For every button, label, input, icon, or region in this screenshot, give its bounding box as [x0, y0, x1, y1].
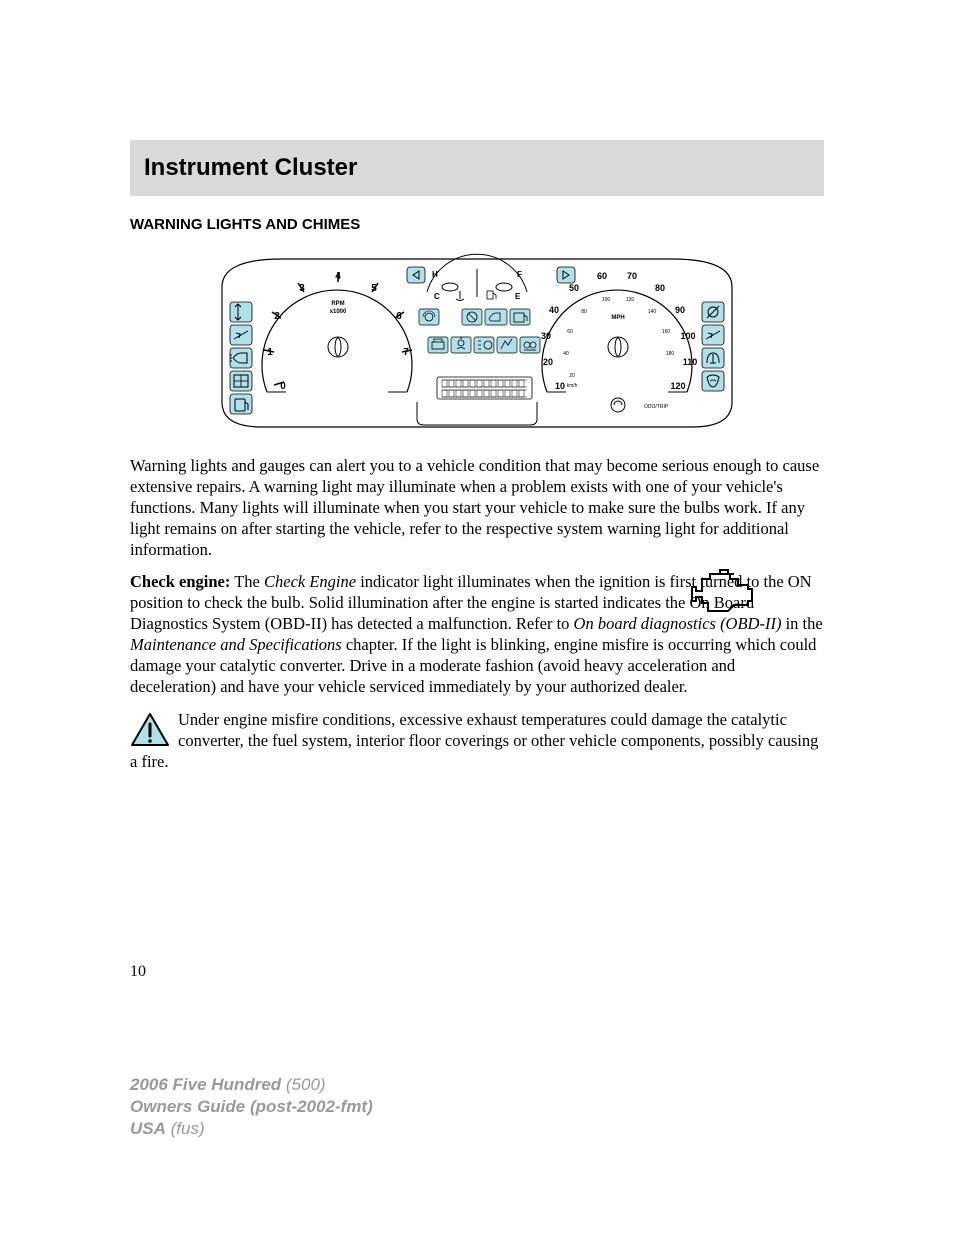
center-warning-row-1 [419, 309, 530, 325]
footer: 2006 Five Hundred (500) Owners Guide (po… [130, 1074, 373, 1140]
speedometer-gauge: 10 20 30 40 50 60 70 80 90 100 110 120 2… [541, 271, 697, 412]
warning-triangle-icon [130, 712, 170, 748]
check-engine-section: Check engine: The Check Engine indicator… [130, 571, 824, 698]
lcd-readout [437, 377, 532, 399]
svg-text:60: 60 [567, 329, 573, 335]
svg-text:7: 7 [403, 347, 409, 358]
svg-text:40: 40 [549, 305, 559, 315]
check-engine-lead: Check engine: [130, 572, 230, 591]
svg-text:50: 50 [569, 283, 579, 293]
svg-text:120: 120 [626, 297, 635, 303]
tachometer-gauge: 0 1 2 3 4 5 6 7 RPM x1000 [262, 271, 412, 392]
chapter-header-bar: Instrument Cluster [130, 140, 824, 196]
center-warning-row-2 [428, 337, 540, 353]
svg-text:180: 180 [666, 351, 675, 357]
fuel-temp-gauge: H C F E [427, 254, 527, 301]
svg-text:90: 90 [675, 305, 685, 315]
svg-text:MPH: MPH [611, 315, 624, 321]
warning-callout: Under engine misfire conditions, excessi… [130, 709, 824, 772]
svg-text:30: 30 [541, 331, 551, 341]
svg-text:160: 160 [662, 329, 671, 335]
right-indicator-column [702, 302, 724, 391]
svg-text:10: 10 [555, 381, 565, 391]
svg-text:E: E [515, 292, 521, 301]
svg-text:F: F [517, 270, 522, 279]
svg-text:80: 80 [655, 283, 665, 293]
svg-text:20: 20 [569, 373, 575, 379]
left-indicator-column [230, 302, 252, 414]
svg-text:1: 1 [267, 347, 273, 358]
section-heading: WARNING LIGHTS AND CHIMES [130, 216, 824, 233]
svg-text:20: 20 [543, 357, 553, 367]
svg-text:C: C [434, 292, 440, 301]
turn-signal-left-icon [407, 267, 425, 283]
svg-text:40: 40 [563, 351, 569, 357]
svg-text:60: 60 [597, 271, 607, 281]
warning-text: Under engine misfire conditions, excessi… [130, 710, 818, 771]
svg-text:110: 110 [683, 357, 698, 367]
svg-text:100: 100 [680, 331, 695, 341]
page-number: 10 [130, 963, 824, 981]
svg-text:70: 70 [627, 271, 637, 281]
svg-text:RPM: RPM [331, 301, 344, 307]
svg-text:H: H [432, 270, 438, 279]
svg-text:80: 80 [581, 309, 587, 315]
instrument-cluster-diagram: 0 1 2 3 4 5 6 7 RPM x1000 [212, 247, 742, 437]
svg-text:ODO/TRIP: ODO/TRIP [644, 404, 669, 410]
svg-text:km/h: km/h [567, 383, 578, 389]
turn-signal-right-icon [557, 267, 575, 283]
intro-paragraph: Warning lights and gauges can alert you … [130, 455, 824, 561]
svg-text:140: 140 [648, 309, 657, 315]
svg-text:120: 120 [670, 381, 685, 391]
check-engine-icon [684, 567, 764, 617]
svg-text:x1000: x1000 [330, 309, 347, 315]
chapter-title: Instrument Cluster [144, 154, 810, 182]
svg-text:100: 100 [602, 297, 611, 303]
